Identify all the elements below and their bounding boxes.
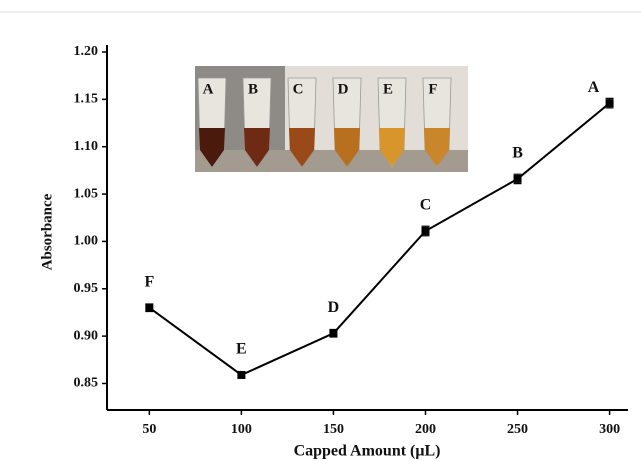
point-label: A <box>588 79 600 96</box>
inset-label: F <box>428 81 437 97</box>
x-tick-label: 300 <box>599 422 620 437</box>
point-label: F <box>144 273 154 290</box>
y-tick-label: 1.05 <box>74 186 99 201</box>
x-tick-label: 50 <box>142 422 156 437</box>
inset-label: B <box>248 81 258 97</box>
x-tick-label: 150 <box>323 422 344 437</box>
y-axis-label: Absorbance <box>39 193 55 270</box>
x-tick-label: 100 <box>231 422 252 437</box>
data-point <box>514 175 522 183</box>
point-label: C <box>420 197 432 214</box>
data-point <box>237 371 245 379</box>
data-point <box>606 99 614 107</box>
x-tick-label: 200 <box>415 422 436 437</box>
inset-label: D <box>338 81 349 97</box>
y-tick-label: 0.90 <box>74 328 99 343</box>
y-tick-label: 1.20 <box>74 44 99 59</box>
point-label: B <box>512 145 523 162</box>
inset-label: E <box>383 81 393 97</box>
y-tick-label: 1.15 <box>74 92 99 107</box>
inset-label: A <box>203 81 214 97</box>
y-tick-label: 0.95 <box>74 281 99 296</box>
data-point <box>329 329 337 337</box>
data-point <box>421 227 429 235</box>
y-tick-label: 0.85 <box>74 376 99 391</box>
x-axis-label: Capped Amount (μL) <box>294 443 441 460</box>
data-point <box>145 304 153 312</box>
point-label: D <box>328 299 340 316</box>
y-tick-label: 1.00 <box>74 234 99 249</box>
chart: A B C D E F Absorbance Capped Amount (μL) 0.8… <box>0 0 641 461</box>
y-tick-label: 1.10 <box>74 139 99 154</box>
inset-label: C <box>293 81 304 97</box>
point-label: E <box>236 341 247 358</box>
x-tick-label: 250 <box>507 422 528 437</box>
